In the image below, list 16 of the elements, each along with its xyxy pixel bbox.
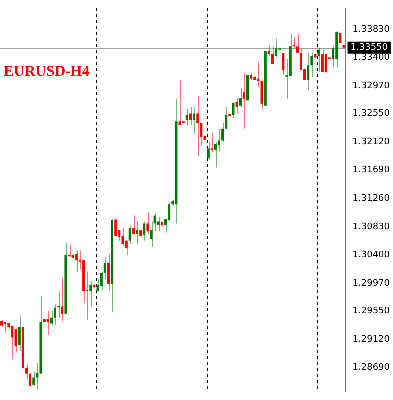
y-tick-label: 1.30400 [352,250,390,261]
y-tick-label: 1.29120 [352,334,390,345]
y-tick-label: 1.32970 [352,81,390,92]
y-tick-label: 1.31690 [352,166,390,176]
ref-line-label: 1.33550 [350,43,388,54]
y-tick-label: 1.28690 [352,363,390,374]
candlestick [29,373,32,387]
y-tick-label: 1.32550 [352,109,390,120]
y-tick-label: 1.32120 [352,137,390,148]
y-tick-label: 1.31260 [352,194,390,204]
y-tick-label: 1.33400 [352,53,390,64]
text: EURUSD-H4 [4,64,90,81]
y-tick-label: 1.29970 [352,278,390,289]
y-tick-label: 1.29550 [352,306,390,317]
y-tick-label: 1.30830 [352,222,390,232]
y-tick-label: 1.33830 [352,24,390,35]
